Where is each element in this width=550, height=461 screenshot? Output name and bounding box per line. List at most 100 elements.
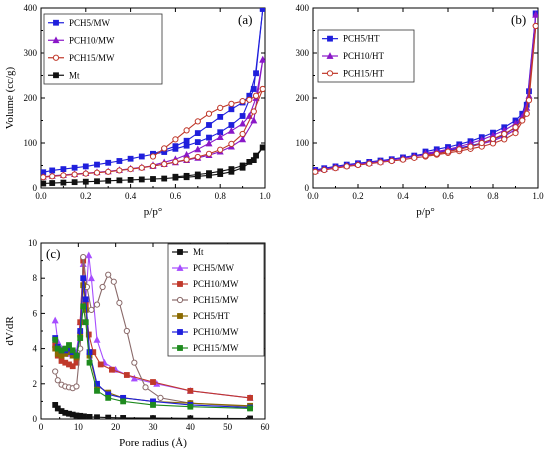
x-axis-label: p/p° — [416, 206, 434, 218]
data-point-mt — [161, 175, 168, 182]
data-point-pch15-mw — [105, 168, 112, 175]
legend-label-pch15-ht: PCH15/HT — [343, 68, 385, 78]
data-point-mt — [187, 415, 194, 419]
data-point-pch15-mw — [194, 118, 201, 125]
data-point-mt — [247, 415, 253, 419]
legend-label-pch15-mw: PCH15/MW — [69, 53, 115, 63]
data-point-pch10-mw — [97, 361, 104, 368]
y-tick-label: 400 — [24, 3, 38, 13]
data-point-mt — [239, 162, 246, 169]
data-point-pch15-mw — [131, 359, 138, 366]
legend-label-pch15-mw: PCH15/MW — [193, 343, 239, 353]
y-tick-label: 100 — [296, 138, 310, 148]
data-point-pch5-mw — [93, 335, 101, 343]
data-point-mt — [60, 179, 67, 186]
panel-a: 0.0 0.2 0.4 0.6 0.8 1.0 0 100 200 300 400 p/p° Volum… — [4, 3, 271, 218]
data-point-pch15-mw — [93, 169, 101, 176]
legend-marker-pch10-mw — [177, 329, 183, 335]
data-point-pch5-mw — [105, 159, 112, 166]
y-tick-label: 0 — [33, 183, 38, 193]
data-point-pch5-mw — [228, 106, 235, 113]
data-point-mt — [94, 178, 100, 185]
data-point-pch15-mw — [52, 336, 59, 343]
legend-label-pch5-ht: PCH5/HT — [343, 34, 380, 44]
data-point-mt — [253, 152, 259, 159]
data-point-pch10-mw — [205, 139, 213, 147]
data-point-pch15-ht — [456, 146, 463, 153]
data-point-pch5-mw — [206, 122, 212, 128]
data-point-pch15-ht — [501, 136, 508, 143]
series-mt — [41, 144, 265, 187]
legend-marker-mt — [53, 72, 59, 79]
data-point-pch15-ht — [422, 152, 429, 159]
data-point-pch15-mw — [49, 173, 56, 180]
data-point-pch5-mw — [130, 374, 138, 382]
legend-marker-mt — [177, 249, 183, 255]
data-point-pch15-ht — [532, 22, 538, 30]
data-point-pch15-mw — [60, 172, 67, 179]
data-point-pch15-mw — [69, 347, 76, 354]
panel-label: (c) — [46, 246, 60, 261]
data-point-pch10-mw — [194, 145, 202, 153]
data-point-pch15-mw — [52, 368, 59, 375]
legend-marker-pch5-ht — [327, 35, 333, 42]
y-tick-label: 200 — [24, 93, 38, 103]
data-point-pch15-ht — [377, 159, 384, 166]
data-point-pch15-mw — [73, 352, 80, 359]
data-point-mt — [82, 178, 89, 185]
x-tick-label: 0.0 — [307, 191, 319, 201]
data-point-pch5-mw — [82, 163, 89, 170]
legend: PCH5/HT PCH10/HT PCH15/HT — [317, 29, 415, 83]
data-point-pch15-mw — [123, 327, 130, 335]
y-tick-label: 2 — [33, 379, 38, 389]
data-point-pch15-mw — [183, 127, 190, 134]
data-point-pch15-mw — [66, 342, 72, 348]
data-point-pch15-mw — [54, 377, 61, 384]
panel-b: 0.0 0.2 0.4 0.6 0.8 1.0 0 100 200 300 400 p/p° (b) PC… — [296, 3, 545, 218]
data-point-pch15-mw — [62, 345, 69, 352]
data-point-pch15-ht — [433, 150, 440, 157]
legend-marker-pch15-mw — [52, 54, 60, 61]
data-point-mt — [49, 180, 56, 186]
data-point-pch15-mw — [149, 162, 157, 170]
data-point-pch10-mw — [250, 116, 258, 124]
data-point-pch15-mw — [80, 253, 87, 261]
x-axis-label: Pore radius (Å) — [119, 437, 187, 449]
data-point-pch15-mw — [239, 130, 246, 138]
x-tick-label: 10 — [74, 422, 84, 432]
data-point-pch10-mw — [109, 366, 115, 373]
data-point-mt — [138, 176, 145, 183]
data-point-pch5-mw — [87, 274, 95, 282]
data-point-mt — [81, 413, 87, 419]
y-tick-label: 400 — [296, 3, 310, 13]
data-point-mt — [105, 414, 112, 419]
data-point-pch5-mw — [253, 70, 259, 77]
data-point-pch5-mw — [183, 142, 190, 149]
legend-label-pch10-ht: PCH10/HT — [343, 51, 385, 61]
data-point-pch10-mw — [247, 394, 253, 401]
data-point-mt — [194, 171, 201, 178]
data-point-pch15-ht — [388, 157, 395, 165]
data-point-pch15-mw — [194, 153, 201, 161]
legend-marker-pch15-ht — [326, 70, 334, 77]
legend-box — [43, 13, 163, 85]
data-point-mt — [86, 413, 93, 419]
legend-marker-pch5-mw — [176, 264, 184, 271]
legend-marker-pch5-ht — [177, 313, 183, 319]
series-pch15-mw — [41, 85, 265, 181]
data-point-pch15-mw — [183, 156, 190, 163]
legend-label-pch5-mw: PCH5/MW — [69, 18, 111, 28]
x-tick-label: 0.0 — [35, 191, 47, 201]
data-point-pch15-mw — [82, 170, 89, 177]
y-axis-label: Volume (cc/g) — [4, 66, 16, 129]
data-point-mt — [71, 179, 78, 186]
data-point-mt — [228, 166, 235, 172]
y-axis-label: dV/dR — [4, 316, 16, 346]
legend-label-pch5-ht: PCH5/HT — [193, 311, 230, 321]
data-point-pch15-mw — [157, 394, 164, 401]
data-point-pch15-mw — [142, 384, 149, 391]
data-point-pch15-ht — [489, 135, 497, 143]
data-point-pch15-ht — [366, 160, 373, 167]
x-tick-label: 0.4 — [125, 191, 137, 201]
x-tick-label: 0.6 — [442, 191, 454, 201]
